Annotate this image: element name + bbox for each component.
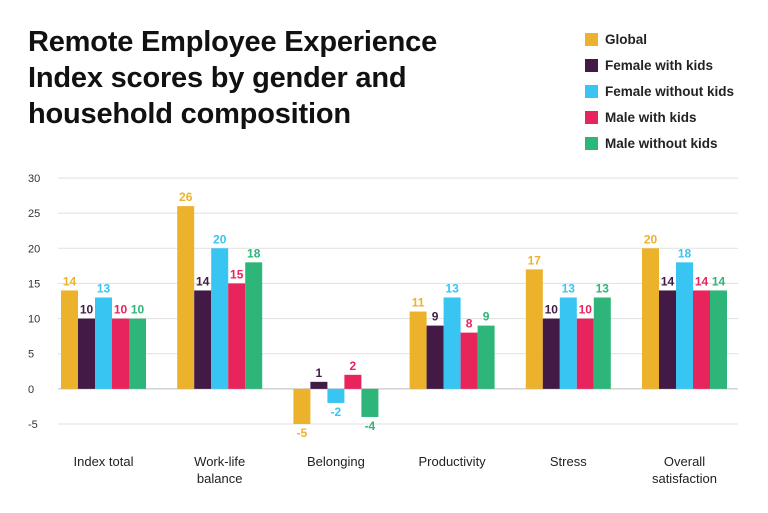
data-label: 14 xyxy=(695,274,709,288)
bar xyxy=(112,318,129,389)
data-label: 15 xyxy=(230,267,244,281)
bar xyxy=(327,388,345,403)
bar xyxy=(443,297,461,389)
bar xyxy=(61,290,78,389)
legend-label-global: Global xyxy=(605,31,648,47)
x-category-label: balance xyxy=(197,471,243,486)
legend-swatch-male-with-kids xyxy=(585,110,598,124)
legend-label-female-with-kids: Female with kids xyxy=(605,57,714,73)
legend-swatch-female-with-kids xyxy=(585,58,598,72)
y-tick-label: 30 xyxy=(28,173,40,185)
bar xyxy=(559,297,577,389)
x-category-label: Belonging xyxy=(307,454,365,469)
y-tick-label: 10 xyxy=(28,314,40,326)
bar xyxy=(426,325,444,389)
data-label: 10 xyxy=(114,303,128,317)
data-label: -5 xyxy=(297,426,308,440)
bar xyxy=(194,290,212,389)
data-label: 14 xyxy=(661,274,675,288)
bar xyxy=(460,332,478,389)
bar xyxy=(409,311,427,389)
bar xyxy=(78,318,95,389)
data-label: 9 xyxy=(483,310,490,324)
bar xyxy=(228,283,246,389)
bar xyxy=(177,206,195,389)
x-category-label: Productivity xyxy=(418,454,486,469)
data-label: 14 xyxy=(712,274,726,288)
legend-item-male-with-kids: Male with kids xyxy=(585,104,765,130)
data-label: 10 xyxy=(545,303,559,317)
legend-item-female-with-kids: Female with kids xyxy=(585,52,765,78)
bar xyxy=(525,269,543,389)
data-label: 20 xyxy=(644,232,658,246)
legend-label-male-with-kids: Male with kids xyxy=(605,109,697,125)
bar xyxy=(659,290,676,389)
bar xyxy=(542,318,560,389)
y-tick-label: 5 xyxy=(28,349,34,361)
bar xyxy=(710,290,727,389)
data-label: 1 xyxy=(316,366,323,380)
x-category-label: Index total xyxy=(74,454,134,469)
y-tick-label: -5 xyxy=(28,419,38,431)
data-label: -2 xyxy=(331,405,342,419)
bar xyxy=(676,262,693,389)
legend-item-male-without-kids: Male without kids xyxy=(585,130,765,156)
data-label: 14 xyxy=(63,274,77,288)
data-label: 10 xyxy=(579,303,593,317)
chart-title: Remote Employee Experience Index scores … xyxy=(28,26,438,130)
legend-swatch-female-without-kids xyxy=(585,84,598,98)
data-label: 13 xyxy=(596,281,610,295)
x-category-label: Overall xyxy=(664,454,705,469)
data-label: 10 xyxy=(80,303,94,317)
bar xyxy=(310,381,328,389)
bar xyxy=(293,388,311,424)
bar xyxy=(211,248,229,389)
data-label: 20 xyxy=(213,232,227,246)
data-label: 26 xyxy=(179,190,193,204)
y-tick-label: 20 xyxy=(28,243,40,255)
bar xyxy=(593,297,611,389)
bar xyxy=(361,388,379,417)
bar xyxy=(245,262,263,389)
bar xyxy=(344,374,362,389)
data-label: -4 xyxy=(365,419,376,433)
legend-swatch-male-without-kids xyxy=(585,136,598,150)
x-category-label: Stress xyxy=(550,454,587,469)
legend-label-female-without-kids: Female without kids xyxy=(605,83,735,99)
bar xyxy=(693,290,710,389)
legend-item-female-without-kids: Female without kids xyxy=(585,78,765,104)
legend-label-male-without-kids: Male without kids xyxy=(605,135,718,151)
y-tick-label: 0 xyxy=(28,384,34,396)
y-tick-label: 15 xyxy=(28,278,40,290)
data-label: 11 xyxy=(412,296,425,310)
data-label: 8 xyxy=(466,317,473,331)
legend-item-global: Global xyxy=(585,26,765,52)
data-label: 14 xyxy=(196,274,210,288)
data-label: 13 xyxy=(445,281,459,295)
bar xyxy=(95,297,112,389)
legend-swatch-global xyxy=(585,32,598,46)
bar xyxy=(642,248,659,389)
chart-legend: Global Female with kids Female without k… xyxy=(585,26,765,156)
data-label: 10 xyxy=(131,303,145,317)
data-label: 2 xyxy=(350,359,357,373)
y-tick-label: 25 xyxy=(28,208,40,220)
data-label: 18 xyxy=(247,246,261,260)
data-label: 13 xyxy=(562,281,576,295)
data-label: 13 xyxy=(97,281,111,295)
x-category-label: Work-life xyxy=(194,454,245,469)
data-label: 17 xyxy=(528,253,542,267)
bar xyxy=(477,325,495,389)
bar xyxy=(129,318,146,389)
data-label: 9 xyxy=(432,310,439,324)
data-label: 18 xyxy=(678,246,692,260)
x-category-label: satisfaction xyxy=(652,471,717,486)
bar xyxy=(576,318,594,389)
